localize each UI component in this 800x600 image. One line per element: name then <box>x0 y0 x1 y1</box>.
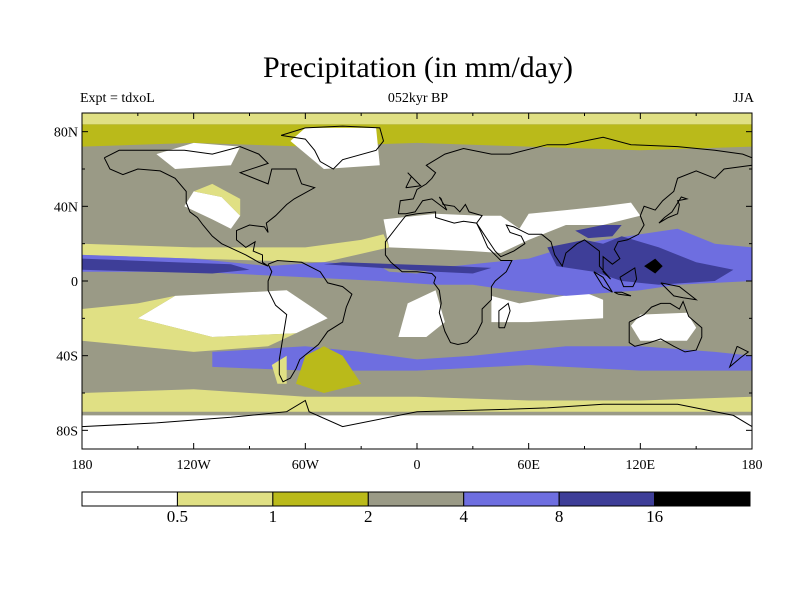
lon-tick-label: 0 <box>414 458 421 473</box>
colorbar-swatch <box>367 491 465 507</box>
colorbar-label: 0.5 <box>166 507 189 526</box>
coastline-8 <box>593 271 613 293</box>
lat-tick-label: 40N <box>54 200 78 215</box>
colorbar-label: 1 <box>268 507 278 526</box>
precip-region-0 <box>82 142 752 197</box>
precip-region-3 <box>290 127 380 169</box>
precip-region-11 <box>631 312 697 341</box>
lon-tick-label: 60W <box>292 458 320 473</box>
coastline-15 <box>82 399 752 428</box>
colorbar-swatch <box>463 491 560 507</box>
colorbar-swatch <box>81 491 178 507</box>
precip-region-15 <box>82 258 250 274</box>
coastline-4 <box>398 164 752 280</box>
lon-tick-label: 60E <box>517 458 540 473</box>
coastline-2 <box>280 125 385 170</box>
precip-region-7 <box>383 202 641 253</box>
coastline-5 <box>384 211 513 346</box>
coastline-6 <box>498 302 511 329</box>
lat-tick-label: 40S <box>56 350 78 365</box>
precip-region-12 <box>82 295 296 352</box>
coastline-1 <box>267 259 353 383</box>
precip-region-9 <box>398 290 445 337</box>
precip-region-16 <box>323 262 492 274</box>
colorbar <box>81 491 751 507</box>
lon-tick-label: 180 <box>742 458 763 473</box>
coastline-7 <box>628 300 703 353</box>
coastline-0 <box>103 146 316 267</box>
lat-tick-label: 0 <box>71 275 78 290</box>
precip-region-22 <box>82 415 752 449</box>
experiment-label: Expt = tdxoL <box>80 91 155 106</box>
axis-ticks: 80N 40N 0 40S 80S 180 120W 60W 0 60E 120E 180 <box>54 113 763 473</box>
colorbar-label: 16 <box>646 507 664 526</box>
colorbar-label: 8 <box>554 507 564 526</box>
chart-title: Precipitation (in mm/day) <box>263 51 573 84</box>
precip-region-1 <box>82 124 752 151</box>
lon-tick-label: 180 <box>72 458 93 473</box>
coastlines <box>82 125 752 428</box>
coastline-13 <box>405 172 422 189</box>
precip-region-6 <box>193 183 241 216</box>
lon-tick-label: 120E <box>626 458 656 473</box>
coastline-11 <box>660 282 698 301</box>
coastline-10 <box>619 267 638 288</box>
precip-region-19 <box>575 225 622 239</box>
precip-region-5 <box>184 191 241 229</box>
precip-region-4 <box>156 142 241 169</box>
precip-region-10 <box>137 290 328 337</box>
precip-region-21 <box>82 389 752 412</box>
colorbar-swatch <box>558 491 656 507</box>
coastline-9 <box>614 291 632 297</box>
colorbar-swatch <box>176 491 274 507</box>
precip-region-17 <box>547 236 734 285</box>
precip-region-23 <box>296 346 362 393</box>
precipitation-field <box>82 113 752 449</box>
precip-region-18 <box>644 258 663 274</box>
time-label: 052kyr BP <box>387 91 449 106</box>
precip-region-13 <box>82 234 390 263</box>
coastline-14 <box>728 345 750 369</box>
lat-tick-label: 80S <box>56 424 78 439</box>
precip-region-8 <box>491 292 604 323</box>
coastline-12 <box>658 196 689 224</box>
lat-tick-label: 80N <box>54 126 78 141</box>
colorbar-label: 2 <box>364 507 373 526</box>
season-label: JJA <box>732 91 754 106</box>
colorbar-label: 4 <box>459 507 468 526</box>
colorbar-swatch <box>654 491 751 507</box>
coastline-3 <box>397 136 752 214</box>
colorbar-swatch <box>272 491 369 507</box>
lon-tick-label: 120W <box>177 458 212 473</box>
